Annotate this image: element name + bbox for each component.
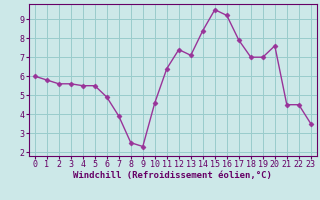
X-axis label: Windchill (Refroidissement éolien,°C): Windchill (Refroidissement éolien,°C) xyxy=(73,171,272,180)
